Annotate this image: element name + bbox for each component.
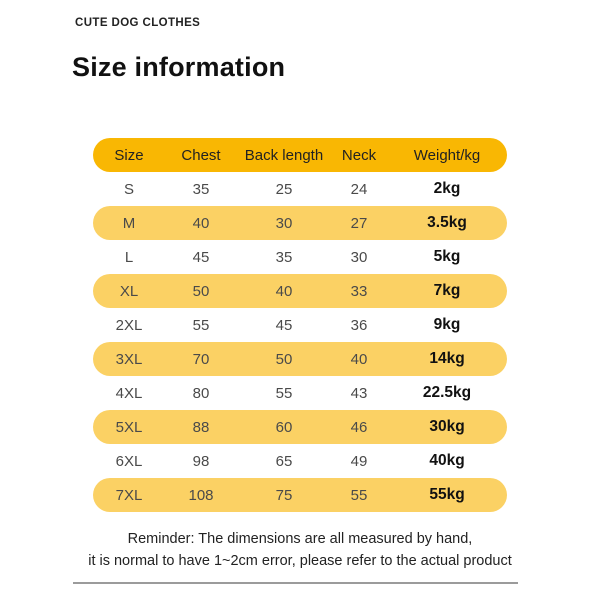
cell-size: 2XL bbox=[115, 316, 143, 334]
cell-size: XL bbox=[119, 282, 139, 300]
cell-size: 7XL bbox=[115, 486, 143, 504]
cell-size: S bbox=[123, 180, 134, 198]
cell-neck: 40 bbox=[350, 350, 368, 368]
page-title: Size information bbox=[72, 52, 286, 82]
header-cell-size: Size bbox=[114, 146, 144, 164]
header-cell-weight: Weight/kg bbox=[413, 146, 481, 164]
cell-neck: 27 bbox=[350, 214, 368, 232]
cell-weight: 2kg bbox=[433, 180, 461, 197]
cell-back-length: 75 bbox=[275, 486, 293, 504]
cell-size: L bbox=[124, 248, 134, 266]
table-row: 3XL 70 50 40 14kg bbox=[93, 342, 507, 376]
cell-neck: 33 bbox=[350, 282, 368, 300]
cell-size: 6XL bbox=[115, 452, 143, 470]
divider-line bbox=[73, 582, 518, 584]
cell-back-length: 45 bbox=[275, 316, 293, 334]
size-table: Size Chest Back length Neck Weight/kg S … bbox=[93, 138, 507, 512]
table-row: 7XL 108 75 55 55kg bbox=[93, 478, 507, 512]
table-row: S 35 25 24 2kg bbox=[93, 172, 507, 206]
table-row: XL 50 40 33 7kg bbox=[93, 274, 507, 308]
table-row: L 45 35 30 5kg bbox=[93, 240, 507, 274]
cell-back-length: 65 bbox=[275, 452, 293, 470]
table-row: 6XL 98 65 49 40kg bbox=[93, 444, 507, 478]
cell-neck: 46 bbox=[350, 418, 368, 436]
reminder-line-2: it is normal to have 1~2cm error, please… bbox=[88, 553, 512, 569]
cell-size: 5XL bbox=[115, 418, 143, 436]
cell-back-length: 40 bbox=[275, 282, 293, 300]
cell-weight: 3.5kg bbox=[427, 214, 467, 231]
cell-weight: 55kg bbox=[429, 486, 465, 503]
cell-neck: 43 bbox=[350, 384, 368, 402]
table-row: 5XL 88 60 46 30kg bbox=[93, 410, 507, 444]
cell-chest: 50 bbox=[192, 282, 210, 300]
cell-weight: 22.5kg bbox=[422, 384, 472, 401]
table-header-row: Size Chest Back length Neck Weight/kg bbox=[93, 138, 507, 172]
table-row: M 40 30 27 3.5kg bbox=[93, 206, 507, 240]
cell-back-length: 50 bbox=[275, 350, 293, 368]
cell-size: M bbox=[122, 214, 136, 232]
cell-chest: 55 bbox=[192, 316, 210, 334]
cell-chest: 70 bbox=[192, 350, 210, 368]
cell-weight: 14kg bbox=[429, 350, 465, 367]
header-cell-chest: Chest bbox=[181, 146, 221, 164]
cell-chest: 35 bbox=[192, 180, 210, 198]
cell-neck: 49 bbox=[350, 452, 368, 470]
cell-chest: 108 bbox=[188, 486, 214, 504]
cell-chest: 88 bbox=[192, 418, 210, 436]
cell-back-length: 35 bbox=[275, 248, 293, 266]
table-row: 4XL 80 55 43 22.5kg bbox=[93, 376, 507, 410]
reminder-line-1: Reminder: The dimensions are all measure… bbox=[127, 531, 473, 547]
table-row: 2XL 55 45 36 9kg bbox=[93, 308, 507, 342]
cell-neck: 36 bbox=[350, 316, 368, 334]
cell-back-length: 25 bbox=[275, 180, 293, 198]
cell-back-length: 55 bbox=[275, 384, 293, 402]
cell-size: 4XL bbox=[115, 384, 143, 402]
cell-weight: 40kg bbox=[429, 452, 465, 469]
header-cell-neck: Neck bbox=[341, 146, 377, 164]
cell-neck: 30 bbox=[350, 248, 368, 266]
cell-back-length: 60 bbox=[275, 418, 293, 436]
cell-chest: 45 bbox=[192, 248, 210, 266]
cell-neck: 55 bbox=[350, 486, 368, 504]
cell-chest: 80 bbox=[192, 384, 210, 402]
cell-chest: 98 bbox=[192, 452, 210, 470]
cell-weight: 30kg bbox=[429, 418, 465, 435]
cell-weight: 5kg bbox=[433, 248, 461, 265]
cell-weight: 9kg bbox=[433, 316, 461, 333]
cell-back-length: 30 bbox=[275, 214, 293, 232]
cell-size: 3XL bbox=[115, 350, 143, 368]
cell-chest: 40 bbox=[192, 214, 210, 232]
cell-weight: 7kg bbox=[433, 282, 461, 299]
reminder-text: Reminder: The dimensions are all measure… bbox=[0, 528, 600, 572]
cell-neck: 24 bbox=[350, 180, 368, 198]
brand-text: CUTE DOG CLOTHES bbox=[75, 17, 201, 29]
header-cell-back-length: Back length bbox=[244, 146, 324, 164]
